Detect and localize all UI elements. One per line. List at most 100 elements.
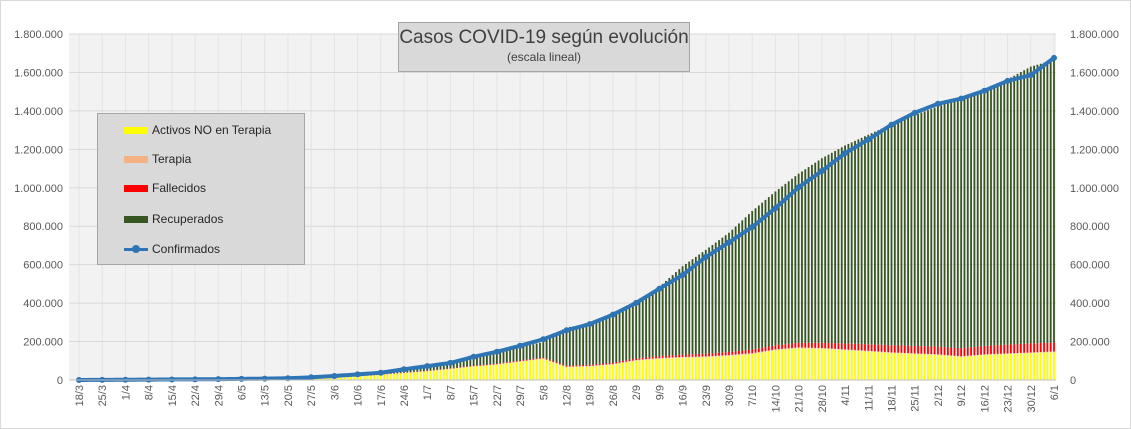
bar-recuperados	[608, 317, 611, 363]
bar-activos-no-en-terapia	[635, 360, 638, 380]
confirmados-point	[795, 184, 802, 191]
bar-recuperados	[731, 229, 734, 352]
bar-activos-no-en-terapia	[996, 354, 999, 380]
bar-terapia	[645, 359, 647, 360]
bar-activos-no-en-terapia	[1049, 352, 1052, 380]
bar-recuperados	[797, 173, 800, 343]
bar-fallecidos	[993, 345, 996, 354]
bar-activos-no-en-terapia	[459, 367, 462, 380]
bar-recuperados	[535, 343, 538, 359]
confirmados-point	[1027, 72, 1034, 79]
bar-recuperados	[777, 188, 780, 345]
bar-terapia	[1026, 352, 1029, 354]
bar-recuperados	[801, 171, 803, 343]
bar-fallecidos	[1006, 344, 1009, 354]
bar-activos-no-en-terapia	[711, 356, 714, 380]
y-tick-label-left: 600.000	[23, 260, 63, 272]
confirmados-point	[633, 299, 640, 306]
bar-activos-no-en-terapia	[966, 356, 969, 380]
bar-terapia	[1043, 351, 1045, 353]
bar-terapia	[830, 348, 833, 350]
bar-recuperados	[645, 294, 647, 358]
bar-activos-no-en-terapia	[754, 353, 757, 380]
bar-fallecidos	[847, 343, 850, 350]
bar-recuperados	[681, 266, 684, 355]
bar-fallecidos	[797, 342, 800, 348]
bar-fallecidos	[747, 349, 750, 354]
bar-recuperados	[907, 117, 909, 346]
bar-fallecidos	[1013, 344, 1016, 354]
bar-activos-no-en-terapia	[946, 355, 949, 380]
bar-activos-no-en-terapia	[502, 363, 505, 380]
bar-activos-no-en-terapia	[353, 376, 356, 380]
x-tick-label: 26/8	[608, 385, 620, 406]
x-tick-label: 22/4	[190, 385, 202, 406]
bar-activos-no-en-terapia	[416, 372, 419, 380]
bar-terapia	[595, 365, 598, 366]
bar-fallecidos	[588, 364, 591, 366]
bar-recuperados	[956, 99, 959, 348]
x-tick-label: 18/3	[74, 385, 86, 406]
bar-fallecidos	[767, 346, 770, 351]
bar-terapia	[953, 355, 956, 357]
bar-fallecidos	[575, 365, 578, 367]
x-tick-label: 25/3	[97, 385, 109, 406]
bar-activos-no-en-terapia	[545, 360, 548, 380]
bar-activos-no-en-terapia	[910, 353, 913, 380]
bar-recuperados	[615, 314, 618, 362]
confirmados-point	[238, 375, 245, 382]
bar-terapia	[542, 358, 545, 359]
bar-activos-no-en-terapia	[359, 376, 362, 380]
bar-recuperados	[1023, 70, 1026, 344]
bar-terapia	[920, 353, 923, 355]
bar-terapia	[787, 348, 790, 350]
bar-activos-no-en-terapia	[340, 377, 342, 380]
bar-activos-no-en-terapia	[366, 375, 369, 380]
bar-activos-no-en-terapia	[708, 357, 711, 380]
bar-activos-no-en-terapia	[741, 354, 744, 380]
bar-fallecidos	[956, 347, 959, 357]
bar-activos-no-en-terapia	[930, 354, 933, 380]
bar-recuperados	[811, 164, 813, 343]
bar-fallecidos	[990, 345, 992, 355]
bar-fallecidos	[479, 365, 482, 366]
bar-recuperados	[515, 347, 518, 361]
bar-recuperados	[1039, 63, 1042, 343]
bar-recuperados	[714, 242, 717, 353]
bar-terapia	[628, 361, 631, 362]
bar-activos-no-en-terapia	[937, 355, 939, 380]
bar-fallecidos	[966, 347, 969, 356]
legend-label-recuperados: Recuperados	[152, 212, 224, 226]
bar-activos-no-en-terapia	[874, 351, 876, 380]
bar-terapia	[1000, 353, 1002, 355]
bar-recuperados	[675, 272, 677, 356]
bar-fallecidos	[801, 342, 803, 348]
bar-recuperados	[820, 158, 823, 343]
bar-activos-no-en-terapia	[675, 358, 677, 380]
bar-recuperados	[1029, 66, 1032, 344]
bar-activos-no-en-terapia	[661, 358, 664, 380]
bar-recuperados	[923, 111, 926, 347]
bar-terapia	[744, 353, 747, 355]
bar-activos-no-en-terapia	[923, 354, 926, 380]
y-axis-left: 1.800.000 1.600.000 1.400.000 1.200.000 1.00…	[14, 29, 63, 387]
bar-fallecidos	[545, 358, 548, 360]
bar-activos-no-en-terapia	[807, 348, 810, 380]
bar-terapia	[854, 349, 856, 351]
x-tick-label: 8/4	[144, 385, 156, 400]
x-tick-label: 3/6	[329, 385, 341, 400]
bar-fallecidos	[980, 346, 982, 355]
bar-terapia	[893, 352, 896, 354]
bar-recuperados	[966, 96, 969, 348]
bar-recuperados	[711, 244, 714, 354]
bar-recuperados	[688, 261, 691, 355]
bar-activos-no-en-terapia	[409, 372, 412, 380]
bar-activos-no-en-terapia	[330, 377, 332, 380]
bar-fallecidos	[621, 360, 624, 363]
bar-recuperados	[452, 360, 455, 368]
bar-activos-no-en-terapia	[582, 366, 584, 380]
bar-activos-no-en-terapia	[744, 354, 747, 380]
bar-fallecidos	[741, 350, 744, 354]
bar-activos-no-en-terapia	[515, 362, 518, 380]
bar-terapia	[890, 352, 893, 354]
